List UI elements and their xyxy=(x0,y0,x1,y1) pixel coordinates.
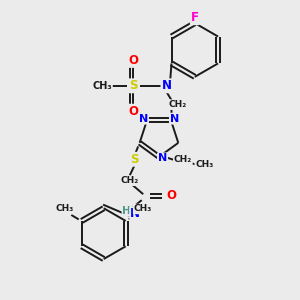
Text: CH₃: CH₃ xyxy=(134,205,152,214)
Text: O: O xyxy=(166,189,176,202)
Text: CH₂: CH₂ xyxy=(121,176,139,185)
Text: CH₃: CH₃ xyxy=(195,160,214,169)
Text: N: N xyxy=(130,207,140,220)
Text: CH₃: CH₃ xyxy=(92,81,112,91)
Text: H: H xyxy=(122,206,131,216)
Text: S: S xyxy=(129,79,138,92)
Text: N: N xyxy=(161,79,171,92)
Text: CH₃: CH₃ xyxy=(56,205,74,214)
Text: F: F xyxy=(191,11,199,24)
Text: O: O xyxy=(129,54,139,67)
Text: N: N xyxy=(170,114,179,124)
Text: CH₂: CH₂ xyxy=(174,155,192,164)
Text: N: N xyxy=(158,153,167,164)
Text: N: N xyxy=(139,114,148,124)
Text: O: O xyxy=(129,105,139,118)
Text: S: S xyxy=(130,153,139,166)
Text: CH₂: CH₂ xyxy=(169,100,187,109)
